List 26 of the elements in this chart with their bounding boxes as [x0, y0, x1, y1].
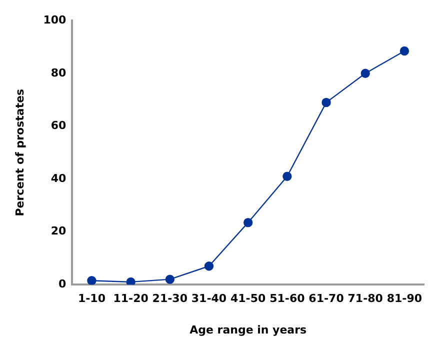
x-tick-label: 81-90 — [386, 292, 422, 306]
point — [282, 172, 292, 181]
x-tick-label: 21-30 — [152, 292, 188, 306]
x-tick-label: 11-20 — [113, 292, 149, 306]
y-tick-label: 60 — [50, 119, 67, 132]
point — [87, 276, 96, 285]
y-tick-label: 100 — [43, 13, 66, 26]
x-tick-label: 61-70 — [308, 292, 344, 306]
point — [322, 98, 331, 108]
point — [126, 277, 136, 285]
y-tick-label: 20 — [50, 224, 67, 238]
x-tick-label: 41-50 — [230, 292, 266, 306]
y-tick-label: 40 — [50, 172, 67, 185]
y-tick-label: 80 — [50, 66, 67, 80]
x-axis-title: Age range in years — [190, 323, 308, 336]
x-tick-label: 1-10 — [78, 292, 106, 306]
y-axis-title: Percent of prostates — [13, 88, 26, 216]
x-tick-label: 31-40 — [191, 292, 227, 306]
point — [204, 262, 214, 271]
point — [165, 274, 174, 284]
x-tick-label: 51-60 — [270, 292, 306, 306]
point — [360, 68, 370, 78]
x-tick-label: 71-80 — [348, 292, 384, 306]
point — [400, 46, 410, 56]
point — [243, 218, 253, 228]
y-tick-label: 0 — [58, 277, 67, 290]
